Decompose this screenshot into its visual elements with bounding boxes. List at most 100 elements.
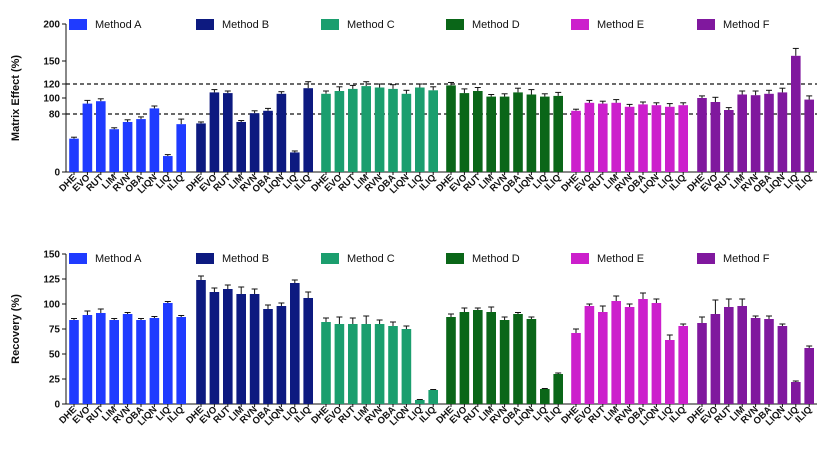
bar-method-f-lim (737, 94, 747, 172)
bar-method-d-iliq (553, 95, 563, 172)
legend-label: Method C (347, 253, 395, 265)
bar-method-a-rut (96, 313, 106, 404)
bar-method-b-oba (263, 309, 273, 404)
bar-method-f-rvn (750, 318, 761, 404)
bar-method-d-dhe (446, 317, 456, 404)
legend-label: Method E (597, 253, 644, 265)
bar-method-e-evo (584, 102, 595, 172)
bar-method-c-liqn (401, 93, 412, 172)
bar-method-b-dhe (196, 123, 206, 172)
legend-swatch-method-c (321, 253, 339, 264)
bar-method-b-rut (223, 289, 233, 404)
y-tick-label: 25 (49, 375, 61, 386)
bar-method-a-evo (82, 315, 93, 404)
bar-method-e-rut (598, 312, 608, 404)
bar-method-d-liq (540, 389, 550, 404)
y-tick-label: 0 (54, 168, 60, 179)
bar-method-c-rvn (374, 324, 385, 404)
bar-method-d-lim (486, 96, 496, 172)
bar-method-a-rut (96, 101, 106, 172)
bar-method-d-rut (473, 310, 483, 404)
bar-method-f-iliq (804, 99, 814, 172)
bar-method-e-rvn (624, 106, 635, 172)
bar-method-d-rut (473, 91, 483, 172)
bar-method-a-liq (163, 156, 173, 172)
legend-swatch-method-a (69, 253, 87, 264)
bar-method-f-rut (724, 110, 734, 172)
bar-method-b-liqn (276, 93, 287, 172)
bar-method-a-rvn (122, 314, 133, 404)
bar-method-e-dhe (571, 333, 581, 404)
y-tick-label: 50 (49, 350, 61, 361)
legend-label: Method F (723, 253, 770, 265)
x-tick-label: ILIQ (542, 404, 563, 425)
bar-method-b-iliq (303, 298, 313, 404)
bar-method-e-iliq (678, 326, 688, 404)
bar-method-b-rvn (249, 113, 260, 172)
legend-label: Method B (222, 19, 269, 31)
bar-method-c-rvn (374, 87, 385, 172)
y-tick-label: 125 (43, 275, 60, 286)
bar-method-d-rvn (499, 320, 510, 404)
bar-method-a-liqn (149, 108, 160, 172)
legend-swatch-method-a (69, 19, 87, 30)
bar-method-a-liqn (149, 318, 160, 404)
y-axis-label: Matrix Effect (%) (10, 55, 22, 142)
legend-swatch-method-b (196, 253, 214, 264)
bar-method-b-iliq (303, 88, 313, 172)
x-tick-label: ILIQ (542, 172, 563, 193)
bar-method-e-oba (638, 104, 648, 172)
bar-method-d-liqn (526, 94, 537, 172)
bar-method-e-evo (584, 306, 595, 404)
bar-method-b-rut (223, 93, 233, 172)
bar-method-f-lim (737, 306, 747, 404)
bar-method-a-iliq (176, 124, 186, 172)
legend-label: Method A (95, 253, 142, 265)
bar-method-e-rut (598, 103, 608, 172)
bar-method-c-iliq (428, 90, 438, 172)
bar-method-f-oba (764, 93, 774, 172)
x-tick-label: ILIQ (417, 404, 438, 425)
bar-method-a-iliq (176, 317, 186, 404)
bar-method-c-evo (334, 324, 345, 404)
bar-method-c-dhe (321, 93, 331, 172)
bar-method-d-rvn (499, 96, 510, 172)
legend-swatch-method-e (571, 19, 589, 30)
bar-method-f-oba (764, 319, 774, 404)
bar-method-a-liq (163, 303, 173, 404)
bar-method-c-liq (415, 87, 425, 172)
bar-method-e-oba (638, 299, 648, 404)
legend-swatch-method-c (321, 19, 339, 30)
legend-swatch-method-b (196, 19, 214, 30)
bar-method-d-liqn (526, 319, 537, 404)
y-tick-label: 75 (49, 325, 61, 336)
x-tick-label: ILIQ (793, 172, 814, 193)
bar-method-c-oba (388, 326, 398, 404)
bar-method-b-liqn (276, 306, 287, 404)
bar-method-e-liq (665, 340, 675, 404)
bar-method-c-evo (334, 91, 345, 172)
bar-method-d-dhe (446, 85, 456, 172)
bar-method-f-liq (791, 382, 801, 404)
x-tick-label: ILIQ (793, 404, 814, 425)
bar-method-e-lim (611, 301, 621, 404)
legend-label: Method B (222, 253, 269, 265)
y-tick-label: 0 (54, 400, 60, 411)
bar-method-e-rvn (624, 307, 635, 404)
y-tick-label: 200 (43, 20, 60, 31)
legend-label: Method F (723, 19, 770, 31)
bar-method-c-liqn (401, 329, 412, 404)
bar-method-f-liqn (777, 326, 788, 404)
bar-method-c-liq (415, 400, 425, 404)
bar-method-f-dhe (697, 323, 707, 404)
bar-method-a-lim (109, 320, 119, 404)
bar-method-b-evo (209, 292, 220, 404)
y-axis-label: Recovery (%) (10, 294, 22, 364)
bar-method-c-oba (388, 88, 398, 172)
bar-method-f-dhe (697, 98, 707, 172)
legend-swatch-method-f (697, 19, 715, 30)
legend-label: Method C (347, 19, 395, 31)
recovery-chart: Recovery (%)0255075100125150DHEEVORUTLIM… (10, 250, 817, 428)
y-tick-label: 100 (43, 300, 60, 311)
